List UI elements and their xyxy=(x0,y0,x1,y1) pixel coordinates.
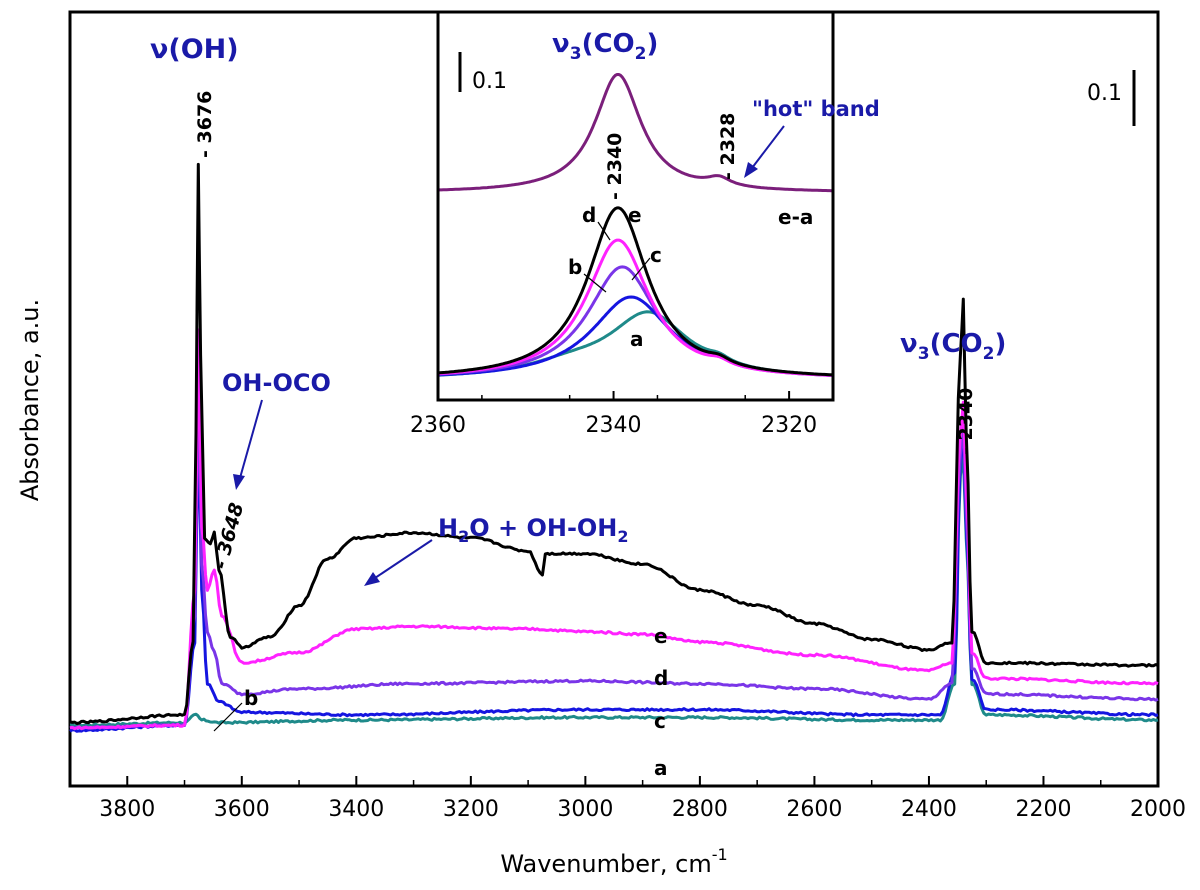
inset-x-tick-label-2360: 2360 xyxy=(410,413,466,438)
inset-x-tick-label-2340: 2340 xyxy=(586,413,642,438)
inset-x-ticks: 2360 2340 2320 xyxy=(410,391,834,438)
curve-label-e: e xyxy=(654,624,668,648)
nu-oh-label: ν(OH) xyxy=(150,34,239,65)
main-x-tick-label-3600: 3600 xyxy=(214,797,270,822)
inset-label-d: d xyxy=(582,203,596,227)
oh-oco-arrowhead xyxy=(233,474,245,490)
inset-label-b-leader xyxy=(583,273,607,293)
main-x-tick-label-3000: 3000 xyxy=(557,797,613,822)
inset-nu3-sub2: 2 xyxy=(635,44,647,64)
curve-label-b-leader xyxy=(213,702,243,732)
main-x-tick-label-3200: 3200 xyxy=(443,797,499,822)
inset-nu3-post: ) xyxy=(646,29,658,59)
curve-label-c: c xyxy=(654,709,666,733)
main-x-ticks: 3800 3600 3400 3200 3000 2800 2600 2400 2200 2000 xyxy=(69,776,1186,822)
x-axis-title: Wavenumber, cm-1 xyxy=(500,845,727,878)
inset-background xyxy=(438,12,833,400)
h2o-post: O + OH-OH xyxy=(469,514,617,542)
inset-series-group xyxy=(437,73,834,377)
inset-label-b: b xyxy=(568,255,582,279)
inset-scale-bar-label: 0.1 xyxy=(472,69,507,94)
series-a-line xyxy=(69,452,1159,728)
inset-nu3-pre: ν xyxy=(552,29,570,59)
inset-nu3-sub: 3 xyxy=(570,44,582,64)
h2o-sub: 2 xyxy=(458,527,469,546)
oh-oco-label: OH-OCO xyxy=(222,369,331,397)
peak-label-3676: - 3676 xyxy=(194,91,216,158)
inset-label-c-leader xyxy=(631,257,651,281)
main-x-tick-label-2000: 2000 xyxy=(1130,797,1186,822)
nu3-sub: 3 xyxy=(918,344,930,364)
inset-label-c: c xyxy=(650,243,662,267)
h2o-pre: H xyxy=(438,514,458,542)
x-axis-title-main: Wavenumber, cm xyxy=(500,850,711,878)
y-axis-title: Absorbance, a.u. xyxy=(16,299,44,501)
hot-band-arrowhead xyxy=(744,162,758,178)
h2o-sub2: 2 xyxy=(617,527,628,546)
nu3-mid: (CO xyxy=(930,329,983,359)
curve-label-b: b xyxy=(244,686,258,710)
inset-peak-label-2340: - 2340 xyxy=(604,133,626,200)
h2o-arrow xyxy=(374,539,433,579)
inset-nu3-mid: (CO xyxy=(582,29,635,59)
nu3-sub2: 2 xyxy=(983,344,995,364)
inset-series-e-line xyxy=(437,206,834,377)
inset-peak-label-2328: - 2328 xyxy=(717,113,739,180)
nu3-co2-label: ν3(CO2) xyxy=(900,329,1006,364)
main-x-tick-label-2600: 2600 xyxy=(786,797,842,822)
inset-label-d-leader xyxy=(597,221,611,241)
peak-label-2340: - 2340 xyxy=(955,388,977,455)
series-c-line xyxy=(69,379,1159,731)
x-axis-title-sup: -1 xyxy=(712,845,728,864)
nu3-post: ) xyxy=(994,329,1006,359)
main-x-tick-label-2200: 2200 xyxy=(1015,797,1071,822)
nu3-pre: ν xyxy=(900,329,918,359)
main-x-tick-label-2400: 2400 xyxy=(901,797,957,822)
curve-label-a: a xyxy=(654,756,668,780)
series-d-line xyxy=(69,328,1159,731)
inset-frame xyxy=(436,10,835,402)
h2o-label: H2O + OH-OH2 xyxy=(438,514,629,546)
inset-label-e-a: e-a xyxy=(778,205,813,229)
curve-label-d: d xyxy=(654,666,668,690)
main-x-tick-label-3800: 3800 xyxy=(99,797,155,822)
main-x-tick-label-2800: 2800 xyxy=(672,797,728,822)
inset-label-a: a xyxy=(630,327,644,351)
inset-series-e-a-line xyxy=(437,73,833,193)
series-e-line xyxy=(69,162,1159,725)
inset-label-e: e xyxy=(628,203,642,227)
oh-oco-arrow xyxy=(239,399,263,479)
main-series-group xyxy=(69,162,1159,733)
main-x-tick-label-3400: 3400 xyxy=(328,797,384,822)
main-scale-bar-label: 0.1 xyxy=(1087,81,1122,106)
h2o-arrowhead xyxy=(364,572,380,586)
inset-nu3-co2-label: ν3(CO2) xyxy=(552,29,658,64)
hot-band-arrow xyxy=(751,125,785,169)
hot-band-label: "hot" band xyxy=(752,97,880,121)
inset-x-tick-label-2320: 2320 xyxy=(761,413,817,438)
series-b-line xyxy=(69,422,1159,733)
